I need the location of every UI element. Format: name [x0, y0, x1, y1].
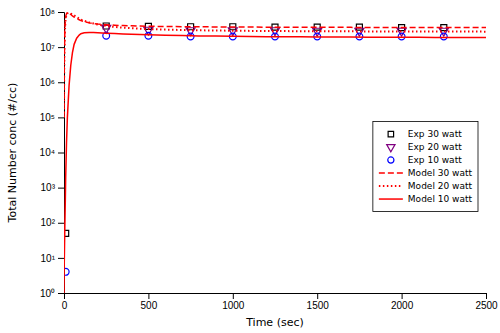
- legend-symbol: [388, 157, 394, 163]
- x-tick: 2500: [475, 293, 498, 311]
- point: [187, 33, 194, 40]
- y-tick-label: 10²: [41, 217, 56, 228]
- x-tick: 0: [62, 293, 68, 311]
- y-tick-label: 10⁰: [40, 288, 55, 299]
- y-tick-mark: [58, 258, 64, 259]
- x-tick-mark: [486, 293, 487, 299]
- series-line: [64, 13, 486, 118]
- marks: [64, 13, 486, 293]
- x-tick-label: 0: [62, 300, 68, 311]
- x-tick-mark: [402, 293, 403, 299]
- legend-label: Model 10 watt: [408, 194, 473, 204]
- y-tick-label: 10⁶: [40, 77, 55, 88]
- legend-item: Model 20 watt: [379, 181, 473, 191]
- y-tick: 10²: [41, 217, 64, 228]
- x-tick: 500: [141, 293, 158, 311]
- y-tick: 10⁴: [40, 147, 64, 158]
- x-tick: 2000: [391, 293, 414, 311]
- y-tick: 10⁷: [40, 42, 64, 53]
- y-tick-label: 10³: [41, 182, 56, 193]
- legend: Exp 30 watt Exp 20 watt Exp 10 watt Model 3…: [373, 122, 478, 212]
- y-axis: 10⁰ 10¹ 10² 10³ 10⁴ 10⁵ 10⁶ 10⁷ 10⁸: [40, 7, 65, 299]
- y-tick-mark: [58, 223, 64, 224]
- x-axis-line: [65, 294, 487, 300]
- x-tick-mark: [233, 293, 234, 299]
- y-tick: 10⁸: [40, 7, 64, 18]
- x-tick-mark: [148, 293, 149, 299]
- y-tick: 10⁰: [40, 288, 64, 299]
- y-tick-mark: [58, 153, 64, 154]
- legend-symbol: [388, 131, 393, 136]
- y-tick: 10¹: [41, 253, 64, 264]
- x-tick-label: 1000: [222, 300, 245, 311]
- series-line: [64, 33, 486, 293]
- y-tick: 10⁵: [40, 112, 64, 123]
- x-tick-mark: [317, 293, 318, 299]
- legend-item: Model 10 watt: [379, 194, 473, 204]
- y-tick-label: 10⁴: [40, 147, 55, 158]
- y-tick-label: 10¹: [41, 253, 56, 264]
- y-tick-mark: [58, 293, 64, 294]
- y-tick-mark: [58, 188, 64, 189]
- series-line: [64, 13, 486, 118]
- y-tick-label: 10⁵: [40, 112, 55, 123]
- y-tick-mark: [58, 47, 64, 48]
- legend-label: Model 20 watt: [408, 181, 473, 191]
- x-tick-label: 2000: [391, 300, 414, 311]
- legend-label: Model 30 watt: [408, 168, 473, 178]
- plot-root: 0500100015002000250010⁰10¹10²10³10⁴10⁵10…: [6, 7, 498, 329]
- point: [398, 33, 405, 40]
- legend-label: Exp 20 watt: [408, 142, 462, 152]
- y-tick-mark: [58, 12, 64, 13]
- x-tick-label: 500: [141, 300, 158, 311]
- y-tick-label: 10⁷: [40, 42, 55, 53]
- y-tick: 10⁶: [40, 77, 64, 88]
- legend-item: Exp 20 watt: [387, 142, 462, 152]
- x-tick: 1500: [307, 293, 330, 311]
- legend-box: [373, 122, 478, 212]
- legend-label: Exp 10 watt: [408, 155, 462, 165]
- chart: 0500100015002000250010⁰10¹10²10³10⁴10⁵10…: [0, 0, 500, 333]
- y-tick-mark: [58, 82, 64, 83]
- legend-item: Exp 30 watt: [388, 129, 462, 139]
- x-tick: 1000: [222, 293, 245, 311]
- y-axis-title: Total Number conc (#/cc): [6, 83, 19, 224]
- x-tick-label: 2500: [475, 300, 498, 311]
- legend-symbol: [379, 185, 403, 187]
- y-tick-label: 10⁸: [40, 7, 55, 18]
- x-axis: 0 500 1000 1500 2000 2500: [62, 293, 498, 311]
- point: [145, 32, 152, 39]
- legend-item: Model 30 watt: [379, 168, 473, 178]
- legend-symbol: [379, 198, 403, 200]
- legend-symbol: [379, 172, 403, 174]
- point: [440, 33, 447, 40]
- y-tick-mark: [58, 117, 64, 118]
- y-tick: 10³: [41, 182, 64, 193]
- x-tick-label: 1500: [307, 300, 330, 311]
- y-axis-line: [58, 13, 65, 294]
- x-axis-title: Time (sec): [245, 316, 304, 329]
- legend-symbol: [387, 145, 395, 152]
- legend-label: Exp 30 watt: [408, 129, 462, 139]
- legend-item: Exp 10 watt: [388, 155, 462, 165]
